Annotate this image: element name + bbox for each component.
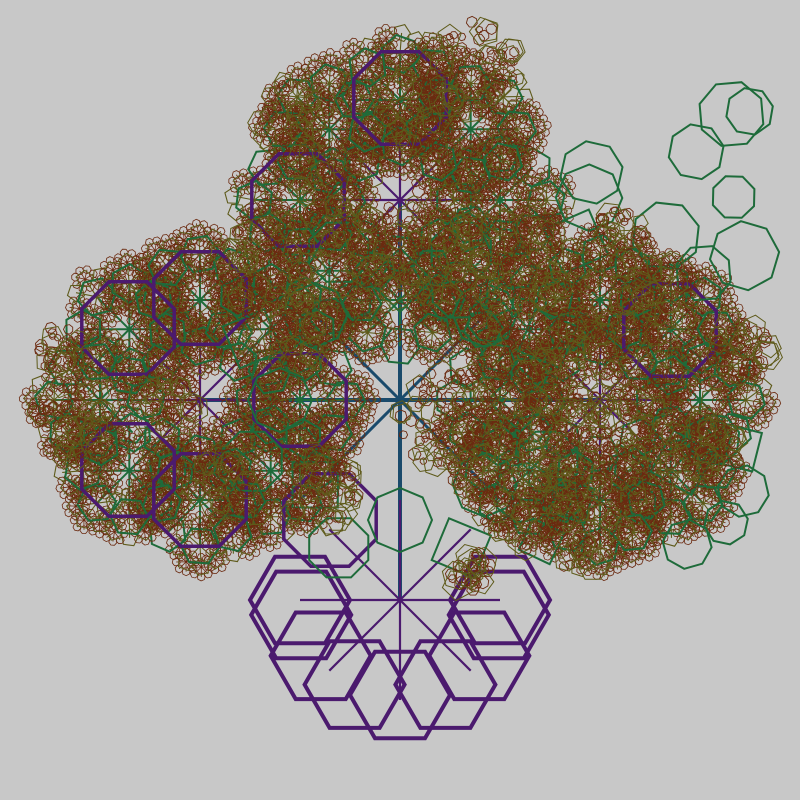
spoke-icon xyxy=(366,190,375,198)
spoke-icon xyxy=(445,348,454,356)
spoke-icon xyxy=(537,124,548,127)
spoke-icon xyxy=(365,216,375,219)
spoke-icon xyxy=(350,345,358,354)
spoke-icon xyxy=(388,329,398,336)
spoke-icon xyxy=(349,444,351,455)
spoke-icon xyxy=(398,299,501,402)
spoke-icon xyxy=(479,130,487,139)
spoke-icon xyxy=(288,182,297,190)
spoke-icon xyxy=(346,44,354,53)
spoke-icon xyxy=(292,210,301,218)
spoke-icon xyxy=(349,345,352,356)
spoke-icon xyxy=(533,141,541,150)
spoke-icon xyxy=(376,37,387,39)
spoke-icon xyxy=(353,44,361,53)
spoke-icon xyxy=(375,340,382,350)
spoke-icon xyxy=(270,537,281,539)
spoke-icon xyxy=(369,304,377,312)
spoke-icon xyxy=(406,345,417,348)
spoke-icon xyxy=(235,174,243,183)
spoke-icon xyxy=(377,348,382,359)
spoke-icon xyxy=(308,67,316,75)
spoke-icon xyxy=(520,173,522,184)
spoke-icon xyxy=(472,52,474,63)
spoke-icon xyxy=(270,314,280,321)
spoke-icon xyxy=(464,248,474,254)
spoke-icon xyxy=(313,285,323,292)
spoke-icon xyxy=(529,105,537,113)
spoke-icon xyxy=(464,138,471,147)
spoke-icon xyxy=(409,345,417,354)
spoke-icon xyxy=(427,186,438,191)
spoke-icon xyxy=(297,65,299,76)
spoke-icon xyxy=(377,309,384,318)
spoke-icon xyxy=(439,162,447,171)
spoke-icon xyxy=(411,330,422,333)
spoke-icon xyxy=(366,88,368,99)
spoke-icon xyxy=(516,112,531,130)
spoke-icon xyxy=(433,38,441,47)
spoke-icon xyxy=(533,135,541,143)
spoke-icon xyxy=(385,30,393,39)
spoke-icon xyxy=(320,385,331,388)
spoke-icon xyxy=(344,108,351,117)
spoke-icon xyxy=(364,353,367,364)
spoke-icon xyxy=(455,191,457,201)
spoke-icon xyxy=(378,216,382,226)
spoke-icon xyxy=(515,314,524,321)
spoke-icon xyxy=(378,163,389,167)
spoke-icon xyxy=(453,131,464,133)
spoke-icon xyxy=(284,481,287,492)
spoke-icon xyxy=(502,69,511,76)
spoke-icon xyxy=(423,353,431,361)
spoke-icon xyxy=(519,189,526,199)
spoke-icon xyxy=(378,220,388,227)
spoke-icon xyxy=(405,322,412,331)
spoke-icon xyxy=(215,559,226,562)
spoke-icon xyxy=(188,523,199,526)
spoke-icon xyxy=(314,57,316,68)
spoke-icon xyxy=(438,53,449,55)
spoke-icon xyxy=(535,116,539,127)
spoke-icon xyxy=(290,69,299,77)
spoke-icon xyxy=(269,537,271,548)
spoke-icon xyxy=(197,432,199,443)
spoke-icon xyxy=(424,197,434,204)
spoke-icon xyxy=(257,173,267,180)
spoke-icon xyxy=(396,166,405,174)
spoke-icon xyxy=(392,226,401,234)
